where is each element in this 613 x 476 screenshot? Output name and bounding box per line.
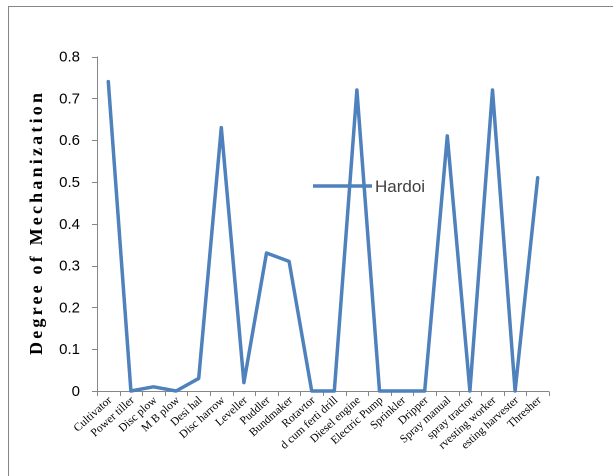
data-point <box>174 389 178 393</box>
y-tick-label: 0.7 <box>59 90 80 107</box>
legend-label: Hardoi <box>375 177 425 196</box>
y-tick-label: 0 <box>72 383 80 400</box>
data-point <box>355 88 359 92</box>
data-point <box>400 389 404 393</box>
data-point <box>468 389 472 393</box>
data-point <box>423 389 427 393</box>
y-tick-label: 0.2 <box>59 299 80 316</box>
data-point <box>513 389 517 393</box>
data-point <box>310 389 314 393</box>
data-point <box>106 80 110 84</box>
y-tick-label: 0.5 <box>59 174 80 191</box>
y-axis: 0 0.1 0.2 0.3 0.4 0.5 0.6 0.7 0.8 <box>59 49 98 400</box>
y-tick-label: 0.1 <box>59 341 80 358</box>
data-point <box>445 134 449 138</box>
y-tick-label: 0.4 <box>59 216 80 233</box>
data-point <box>152 385 156 389</box>
data-point <box>265 251 269 255</box>
y-tick-label: 0.6 <box>59 132 80 149</box>
y-tick-label: 0.3 <box>59 258 80 275</box>
data-point <box>491 88 495 92</box>
y-axis-title: Degree of Mechanization <box>26 93 46 355</box>
y-tick-label: 0.8 <box>59 49 80 66</box>
series-layer <box>106 79 540 393</box>
data-point <box>378 389 382 393</box>
data-point <box>242 381 246 385</box>
series-line-hardoi <box>106 79 540 393</box>
data-point <box>197 376 201 380</box>
legend: Hardoi <box>313 177 425 196</box>
data-point <box>536 176 540 180</box>
data-point <box>332 389 336 393</box>
data-point <box>129 389 133 393</box>
data-point <box>287 259 291 263</box>
data-point <box>219 126 223 130</box>
